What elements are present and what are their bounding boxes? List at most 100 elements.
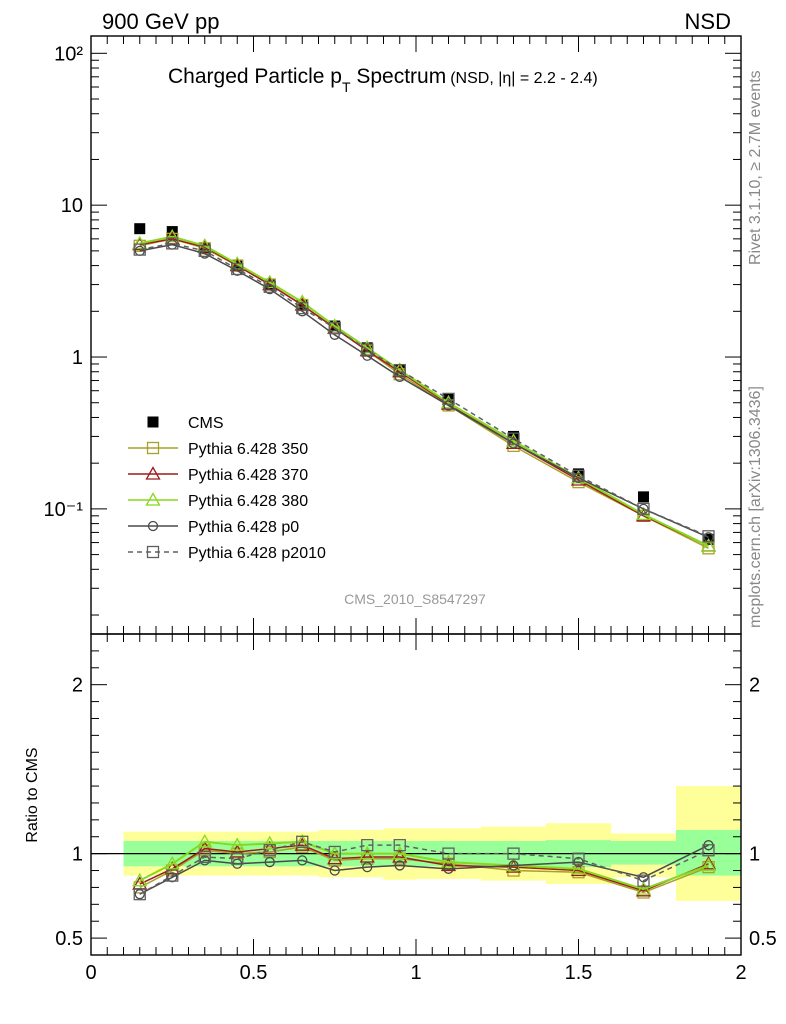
point-p2010 (637, 502, 650, 516)
ratio-point-p2010 (637, 874, 650, 887)
point-cms (638, 491, 649, 503)
ratio-point-p380 (262, 835, 278, 850)
ratio-point-p380 (570, 861, 587, 875)
main-title: Charged Particle pT Spectrum (NSD, |η| = … (168, 65, 598, 95)
legend-marker-cms (147, 416, 159, 428)
legend-marker-p370 (145, 466, 161, 480)
point-p380 (164, 228, 180, 243)
point-p2010 (572, 469, 585, 483)
ratio-point-p2010 (507, 847, 520, 860)
ratio-point-p0 (329, 865, 340, 876)
header-left: 900 GeV pp (102, 9, 219, 34)
ratio-band-green (611, 840, 676, 865)
ratio-point-p0 (573, 856, 584, 868)
ratio-y-tick-label-left: 2 (72, 675, 83, 697)
ratio-point-p2010 (166, 869, 179, 882)
ratio-point-p380 (440, 854, 457, 868)
ratio-frame (90, 633, 742, 956)
ratio-point-p380 (359, 845, 375, 860)
ratio-point-p0 (264, 856, 275, 868)
header-right: NSD (685, 9, 731, 34)
ratio-point-p0 (199, 855, 210, 866)
ratio-point-p2010 (328, 845, 341, 859)
point-p0 (508, 438, 519, 449)
ratio-point-p0 (134, 889, 145, 900)
main-title-suffix: Spectrum (351, 65, 447, 88)
ratio-point-p380 (197, 833, 213, 848)
point-p2010 (198, 244, 211, 258)
point-cms (134, 223, 146, 235)
main-title-sub: T (342, 79, 351, 95)
ratio-point-p0 (167, 872, 178, 883)
legend-label-p0: Pythia 6.428 p0 (188, 519, 299, 536)
point-p2010 (328, 321, 341, 335)
ratio-point-p370 (440, 857, 457, 872)
ratio-y-label: Ratio to CMS (24, 747, 41, 842)
point-p380 (700, 538, 717, 552)
x-tick-label: 2 (735, 962, 746, 984)
point-p380 (635, 506, 652, 521)
ratio-point-p2010 (361, 839, 374, 852)
ratio-point-p370 (294, 837, 310, 851)
point-p0 (394, 371, 405, 383)
ratio-point-p0 (394, 860, 405, 871)
ratio-point-p0 (443, 863, 454, 874)
point-p2010 (231, 262, 244, 276)
point-p0 (199, 248, 210, 259)
x-tick-label: 0.5 (240, 962, 268, 984)
x-tick-label: 1 (410, 962, 421, 984)
legend-label-p370: Pythia 6.428 370 (188, 467, 308, 484)
point-p2010 (296, 301, 309, 315)
ratio-y-tick-label-left: 0.5 (55, 928, 83, 950)
ratio-point-p370 (635, 882, 652, 897)
legend-label-p380: Pythia 6.428 380 (188, 493, 308, 510)
legend-marker-p350 (146, 441, 160, 455)
ratio-y-tick-label-right: 1 (749, 844, 760, 866)
analysis-label: CMS_2010_S8547297 (344, 591, 486, 607)
main-y-tick-label: 10⁻¹ (44, 499, 84, 521)
ratio-point-p370 (262, 840, 278, 855)
ratio-y-tick-label-right: 0.5 (749, 928, 777, 950)
ratio-point-p380 (132, 872, 148, 887)
ratio-point-p2010 (393, 839, 406, 852)
main-y-tick-label: 10 (61, 195, 83, 217)
ratio-point-p2010 (263, 844, 276, 857)
legend-label-p350: Pythia 6.428 350 (188, 441, 308, 458)
point-p380 (327, 318, 343, 332)
point-p2010 (507, 432, 520, 445)
ratio-band-green (676, 829, 741, 876)
ratio-point-p380 (327, 845, 343, 860)
main-title-small: (NSD, |η| = 2.2 - 2.4) (450, 70, 597, 87)
ratio-point-p0 (508, 860, 519, 871)
point-p2010 (166, 237, 179, 250)
point-p2010 (702, 530, 715, 543)
x-tick-label: 0 (85, 962, 96, 984)
ratio-point-p0 (362, 861, 373, 873)
point-p0 (297, 306, 308, 317)
legend-marker-p380 (145, 492, 161, 506)
side-label-top: Rivet 3.1.10, ≥ 2.7M events (747, 70, 764, 265)
point-p0 (443, 400, 454, 411)
ratio-point-p370 (164, 861, 180, 875)
ratio-point-p380 (164, 855, 180, 870)
ratio-point-p2010 (296, 835, 309, 848)
ratio-y-tick-label-left: 1 (72, 844, 83, 866)
ratio-point-p370 (392, 849, 408, 863)
ratio-line-p2010 (139, 841, 709, 895)
main-title-prefix: Charged Particle p (168, 65, 342, 88)
main-y-tick-label: 1 (72, 347, 83, 369)
ratio-point-p380 (229, 837, 245, 851)
legend-label-cms: CMS (188, 415, 224, 432)
ratio-y-tick-label-right: 2 (749, 675, 760, 697)
ratio-point-p2010 (231, 852, 244, 865)
ratio-point-p370 (197, 840, 213, 855)
point-p380 (132, 235, 148, 250)
point-p0 (362, 350, 373, 361)
ratio-point-p2010 (442, 847, 455, 860)
ratio-point-p2010 (572, 852, 585, 865)
ratio-point-p0 (297, 855, 308, 866)
ratio-point-p380 (392, 845, 408, 860)
legend-label-p2010: Pythia 6.428 p2010 (188, 545, 326, 562)
ratio-panel: 0.5 0.51 12 20 0.5 1 1.5 2 (55, 633, 777, 984)
point-p2010 (263, 280, 276, 293)
